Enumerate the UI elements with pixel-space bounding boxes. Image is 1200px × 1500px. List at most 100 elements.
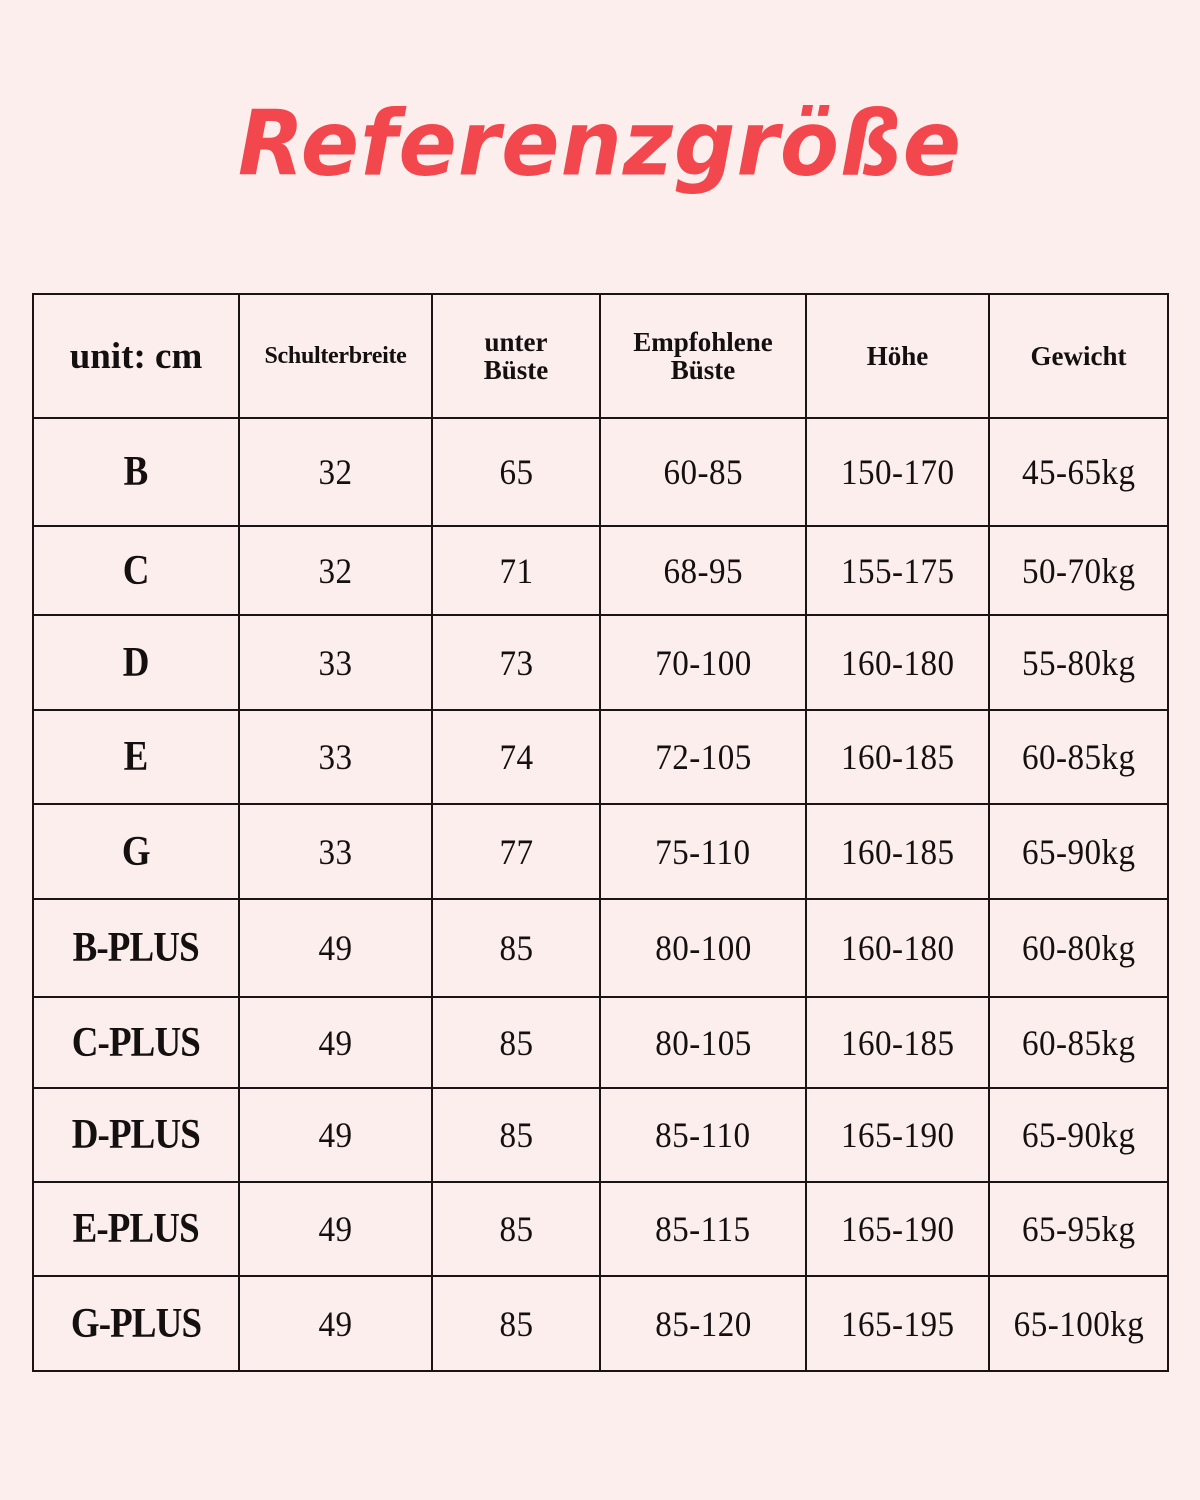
unter-buste-value: 73 xyxy=(498,642,534,683)
size-chart-table: unit: cm Schulterbreite unter Büste Empf… xyxy=(32,293,1169,1372)
cell-empfohlene-buste: 85-120 xyxy=(599,1275,807,1372)
unter-buste-value: 85 xyxy=(498,1115,534,1155)
cell-empfohlene-buste: 70-100 xyxy=(599,614,807,711)
cell-empfohlene-buste: 60-85 xyxy=(599,417,807,527)
cell-gewicht: 60-80kg xyxy=(988,898,1169,998)
gewicht-value: 60-85kg xyxy=(1021,737,1136,777)
table-row: E 33 74 72-105 160-185 60-85kg xyxy=(32,709,1169,805)
hohe-value: 165-190 xyxy=(840,1209,955,1249)
gewicht-value: 60-80kg xyxy=(1021,928,1136,968)
cell-hohe: 165-190 xyxy=(805,1181,990,1277)
empfohlene-buste-value: 70-100 xyxy=(654,642,752,683)
empfohlene-buste-value: 75-110 xyxy=(655,831,751,872)
hohe-value: 155-175 xyxy=(840,550,955,591)
cell-gewicht: 65-90kg xyxy=(988,803,1169,900)
unter-buste-value: 85 xyxy=(498,1022,534,1063)
empfohlene-buste-value: 80-100 xyxy=(654,928,752,968)
cell-size: B-PLUS xyxy=(32,898,240,998)
cell-unter-buste: 77 xyxy=(431,803,601,900)
header-hohe-label: Höhe xyxy=(866,341,929,371)
table-header-row: unit: cm Schulterbreite unter Büste Empf… xyxy=(32,293,1169,419)
cell-size: C-PLUS xyxy=(32,996,240,1089)
unter-buste-value: 77 xyxy=(498,831,534,872)
table-row: D 33 73 70-100 160-180 55-80kg xyxy=(32,614,1169,711)
cell-gewicht: 55-80kg xyxy=(988,614,1169,711)
cell-empfohlene-buste: 80-100 xyxy=(599,898,807,998)
gewicht-value: 45-65kg xyxy=(1021,452,1136,492)
hohe-value: 160-180 xyxy=(840,642,955,683)
cell-hohe: 160-180 xyxy=(805,614,990,711)
cell-gewicht: 50-70kg xyxy=(988,525,1169,616)
header-schulterbreite: Schulterbreite xyxy=(238,293,433,419)
size-label: G-PLUS xyxy=(70,1300,202,1347)
cell-gewicht: 60-85kg xyxy=(988,709,1169,805)
header-hohe: Höhe xyxy=(805,293,990,419)
cell-gewicht: 65-90kg xyxy=(988,1087,1169,1183)
gewicht-value: 55-80kg xyxy=(1021,642,1136,683)
cell-gewicht: 60-85kg xyxy=(988,996,1169,1089)
cell-unter-buste: 85 xyxy=(431,1275,601,1372)
cell-empfohlene-buste: 85-115 xyxy=(599,1181,807,1277)
empfohlene-buste-value: 85-120 xyxy=(654,1303,752,1344)
header-unit: unit: cm xyxy=(32,293,240,419)
unter-buste-value: 85 xyxy=(498,928,534,968)
cell-unter-buste: 85 xyxy=(431,996,601,1089)
schulterbreite-value: 49 xyxy=(318,928,353,968)
schulterbreite-value: 32 xyxy=(318,550,353,591)
cell-hohe: 150-170 xyxy=(805,417,990,527)
cell-schulterbreite: 32 xyxy=(238,525,433,616)
schulterbreite-value: 33 xyxy=(318,737,353,777)
header-empfohlene-buste: Empfohlene Büste xyxy=(599,293,807,419)
hohe-value: 160-185 xyxy=(840,831,955,872)
gewicht-value: 65-100kg xyxy=(1013,1303,1144,1344)
gewicht-value: 65-90kg xyxy=(1021,831,1136,872)
cell-size: G-PLUS xyxy=(32,1275,240,1372)
table-row: C-PLUS 49 85 80-105 160-185 60-85kg xyxy=(32,996,1169,1089)
hohe-value: 165-195 xyxy=(840,1303,955,1344)
cell-schulterbreite: 33 xyxy=(238,614,433,711)
cell-unter-buste: 74 xyxy=(431,709,601,805)
cell-gewicht: 65-95kg xyxy=(988,1181,1169,1277)
table-row: D-PLUS 49 85 85-110 165-190 65-90kg xyxy=(32,1087,1169,1183)
cell-empfohlene-buste: 75-110 xyxy=(599,803,807,900)
empfohlene-buste-value: 80-105 xyxy=(654,1022,752,1063)
table-row: G-PLUS 49 85 85-120 165-195 65-100kg xyxy=(32,1275,1169,1372)
page-title: Referenzgröße xyxy=(237,91,963,197)
cell-schulterbreite: 49 xyxy=(238,996,433,1089)
cell-hohe: 165-195 xyxy=(805,1275,990,1372)
cell-empfohlene-buste: 80-105 xyxy=(599,996,807,1089)
empfohlene-buste-value: 72-105 xyxy=(654,737,752,777)
hohe-value: 150-170 xyxy=(840,452,955,492)
cell-unter-buste: 65 xyxy=(431,417,601,527)
hohe-value: 160-180 xyxy=(840,928,955,968)
gewicht-value: 50-70kg xyxy=(1021,550,1136,591)
header-empfohlene-buste-line2: Büste xyxy=(670,355,736,385)
cell-schulterbreite: 49 xyxy=(238,898,433,998)
cell-hohe: 160-185 xyxy=(805,709,990,805)
hohe-value: 165-190 xyxy=(840,1115,955,1155)
unter-buste-value: 74 xyxy=(498,737,534,777)
unter-buste-value: 65 xyxy=(498,452,534,492)
header-gewicht-label: Gewicht xyxy=(1030,341,1127,371)
size-label: B xyxy=(124,449,149,495)
cell-hohe: 160-185 xyxy=(805,803,990,900)
header-unter-buste-line1: unter xyxy=(484,327,548,357)
size-label: C xyxy=(123,547,150,594)
cell-size: D-PLUS xyxy=(32,1087,240,1183)
cell-hohe: 155-175 xyxy=(805,525,990,616)
size-label: G xyxy=(122,828,151,875)
cell-unter-buste: 85 xyxy=(431,898,601,998)
cell-schulterbreite: 49 xyxy=(238,1275,433,1372)
cell-empfohlene-buste: 68-95 xyxy=(599,525,807,616)
hohe-value: 160-185 xyxy=(840,1022,955,1063)
unter-buste-value: 85 xyxy=(498,1209,534,1249)
empfohlene-buste-value: 85-110 xyxy=(655,1115,751,1155)
empfohlene-buste-value: 68-95 xyxy=(663,550,743,591)
schulterbreite-value: 33 xyxy=(318,642,353,683)
cell-size: B xyxy=(32,417,240,527)
cell-empfohlene-buste: 72-105 xyxy=(599,709,807,805)
cell-gewicht: 45-65kg xyxy=(988,417,1169,527)
header-empfohlene-buste-line1: Empfohlene xyxy=(633,327,773,357)
unter-buste-value: 85 xyxy=(498,1303,534,1344)
cell-empfohlene-buste: 85-110 xyxy=(599,1087,807,1183)
